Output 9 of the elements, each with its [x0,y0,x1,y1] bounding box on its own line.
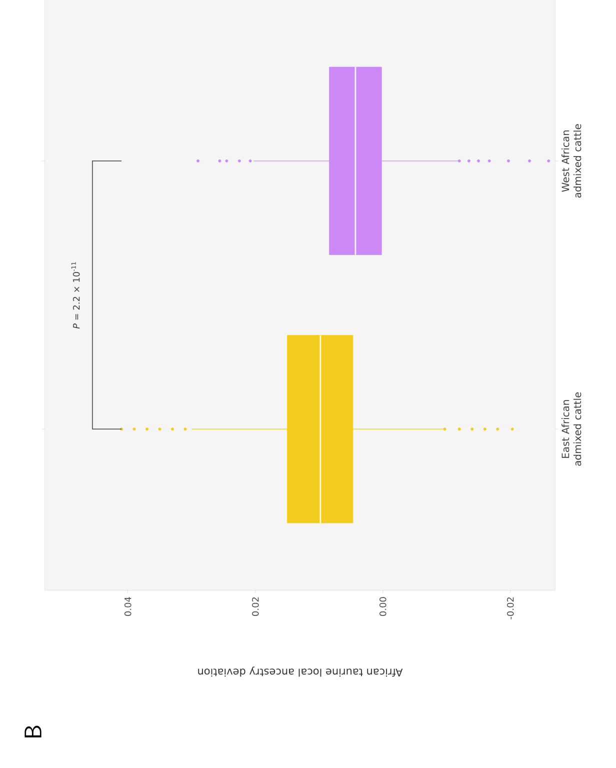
text: B [24,726,42,738]
x-tick-label: -0.02 [506,597,514,620]
x-tick-label: 0.00 [379,597,386,616]
x-tick-label: 0.02 [252,597,259,616]
y-tick-label: West African admixed cattle [562,124,582,198]
x-tick-label: 0.04 [124,597,132,616]
annotation: P = 2.2 × 10$^{-11}$ [71,262,80,329]
x-axis-title: African taurine local ancestry deviation [198,666,403,677]
y-tick-label: East African admixed cattle [562,392,582,466]
